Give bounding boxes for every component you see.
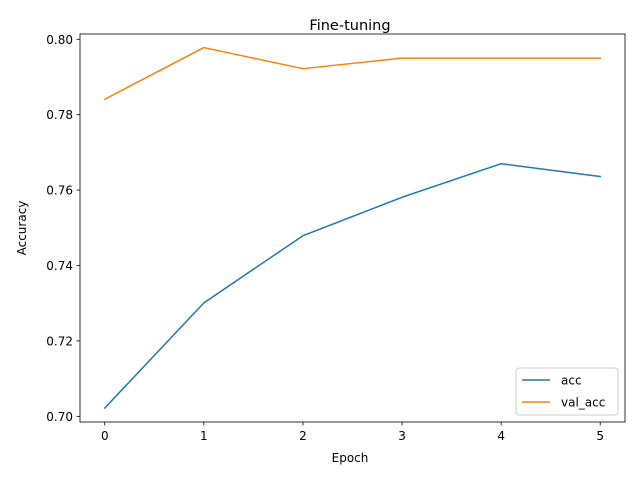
chart-title: Fine-tuning [309, 18, 390, 34]
series-line-acc [103, 162, 602, 410]
x-tick-label: 1 [200, 429, 208, 443]
series-layer [103, 46, 602, 410]
x-tick-label: 4 [497, 429, 505, 443]
legend-label-val-acc: val_acc [561, 396, 605, 410]
legend-label-acc: acc [561, 374, 582, 388]
legend: acc val_acc [515, 367, 619, 416]
x-tick-label: 5 [596, 429, 604, 443]
y-tick-label: 0.70 [46, 410, 73, 424]
x-axis-label: Epoch [332, 451, 369, 465]
x-tick-label: 0 [101, 429, 109, 443]
x-tick-label: 3 [398, 429, 406, 443]
y-tick-label: 0.76 [46, 184, 73, 198]
y-axis-label: Accuracy [15, 201, 29, 256]
y-tick-label: 0.72 [46, 334, 73, 348]
y-axis: 0.70 0.72 0.74 0.76 0.78 0.80 [46, 33, 80, 424]
y-tick-label: 0.80 [46, 33, 73, 47]
y-tick-label: 0.78 [46, 108, 73, 122]
x-tick-label: 2 [299, 429, 307, 443]
series-line-val-acc [103, 46, 601, 101]
plot-area-frame [79, 33, 626, 423]
y-tick-label: 0.74 [46, 259, 73, 273]
x-axis: 0 1 2 3 4 5 [101, 422, 604, 443]
